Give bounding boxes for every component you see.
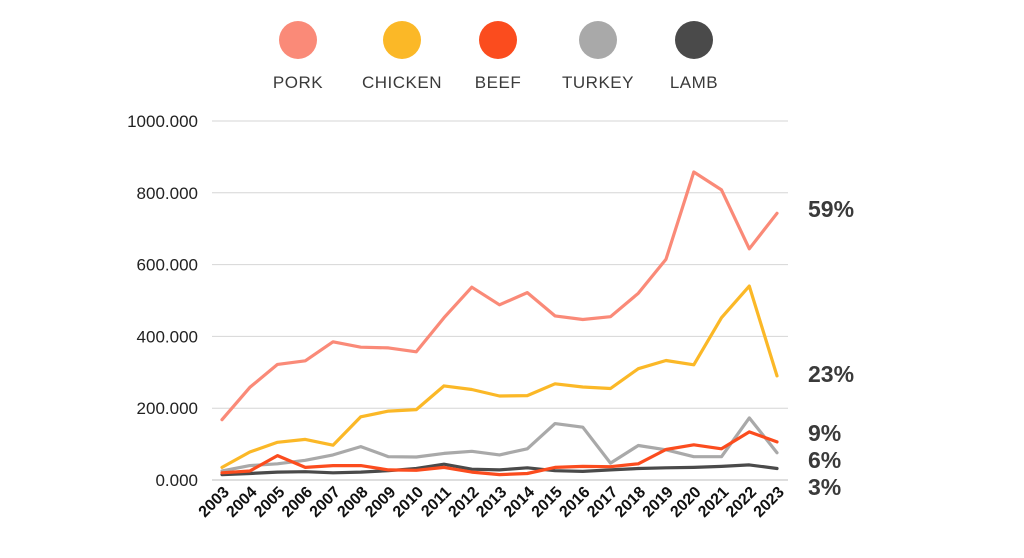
x-tick-label: 2006 <box>279 484 316 521</box>
x-tick-label: 2008 <box>334 484 371 521</box>
legend-label-pork: PORK <box>273 73 323 92</box>
y-tick-label: 1000.000 <box>127 112 198 131</box>
x-tick-label: 2023 <box>751 484 788 521</box>
series-lines <box>220 170 779 477</box>
legend-label-chicken: CHICKEN <box>362 73 442 92</box>
x-tick-label: 2009 <box>362 484 399 521</box>
end-label-chicken: 23% <box>808 361 854 387</box>
legend-label-lamb: LAMB <box>670 73 718 92</box>
legend-label-beef: BEEF <box>475 73 521 92</box>
x-tick-label: 2016 <box>556 484 593 521</box>
y-tick-label: 800.000 <box>137 184 198 203</box>
gridlines <box>212 120 788 481</box>
series-line-beef <box>220 430 779 477</box>
y-tick-label: 400.000 <box>137 327 198 346</box>
x-axis: 2003200420052006200720082009201020112012… <box>196 484 788 521</box>
x-tick-label: 2022 <box>723 484 760 521</box>
series-line-pork <box>220 170 779 422</box>
end-labels: 59% 23% 9%6%3% <box>808 196 854 500</box>
x-tick-label: 2018 <box>612 484 649 521</box>
y-tick-label: 0.000 <box>155 471 198 490</box>
end-label-pork: 59% <box>808 196 854 222</box>
x-tick-label: 2017 <box>584 484 621 521</box>
legend-swatch-pork <box>279 21 317 59</box>
series-line-turkey <box>220 416 779 473</box>
x-tick-label: 2014 <box>501 484 538 521</box>
x-tick-label: 2003 <box>196 484 233 521</box>
x-tick-label: 2020 <box>667 484 704 521</box>
x-tick-label: 2005 <box>251 484 288 521</box>
legend-swatch-chicken <box>383 21 421 59</box>
legend-swatch-beef <box>479 21 517 59</box>
series-line-lamb <box>220 462 779 477</box>
end-label-turkey: 6% <box>808 447 841 473</box>
legend-swatch-turkey <box>579 21 617 59</box>
y-axis: 0.000 200.000 400.000 600.000 800.000 1000.00… <box>127 112 198 490</box>
legend-label-turkey: TURKEY <box>562 73 634 92</box>
y-tick-label: 600.000 <box>137 256 198 275</box>
x-tick-label: 2010 <box>390 484 427 521</box>
end-label-lamb: 3% <box>808 474 841 500</box>
series-line-chicken <box>220 284 779 469</box>
y-tick-label: 200.000 <box>137 399 198 418</box>
x-tick-label: 2012 <box>445 484 482 521</box>
x-tick-label: 2007 <box>307 484 344 521</box>
x-tick-label: 2004 <box>223 484 260 521</box>
x-tick-label: 2015 <box>529 484 566 521</box>
x-tick-label: 2021 <box>695 484 732 521</box>
legend: PORK CHICKEN BEEF TURKEY LAMB <box>273 21 718 92</box>
x-tick-label: 2019 <box>640 484 677 521</box>
end-label-beef: 9% <box>808 420 841 446</box>
x-tick-label: 2011 <box>418 484 455 521</box>
x-tick-label: 2013 <box>473 484 510 521</box>
legend-swatch-lamb <box>675 21 713 59</box>
